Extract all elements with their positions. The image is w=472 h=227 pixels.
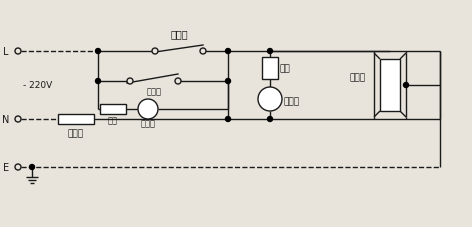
Circle shape xyxy=(15,116,21,122)
Circle shape xyxy=(226,49,230,54)
Circle shape xyxy=(268,117,272,122)
Circle shape xyxy=(95,79,101,84)
Text: 电阻: 电阻 xyxy=(280,64,291,73)
Circle shape xyxy=(127,79,133,85)
Circle shape xyxy=(29,165,34,170)
Text: 指示灯: 指示灯 xyxy=(141,119,155,128)
Text: 电阻: 电阻 xyxy=(108,116,118,125)
Bar xyxy=(100,105,126,114)
Text: 限温器: 限温器 xyxy=(170,29,188,39)
Text: N: N xyxy=(2,114,10,124)
Text: 发热器: 发热器 xyxy=(350,73,366,82)
Circle shape xyxy=(175,79,181,85)
Bar xyxy=(262,58,278,80)
Circle shape xyxy=(15,164,21,170)
Circle shape xyxy=(226,117,230,122)
Text: 调温器: 调温器 xyxy=(146,87,161,96)
Bar xyxy=(380,60,400,111)
Circle shape xyxy=(15,49,21,55)
Circle shape xyxy=(152,49,158,55)
Text: L: L xyxy=(3,47,9,57)
Bar xyxy=(58,114,94,124)
Text: 指小灯: 指小灯 xyxy=(284,97,300,106)
Circle shape xyxy=(268,49,272,54)
Circle shape xyxy=(138,100,158,119)
Circle shape xyxy=(95,49,101,54)
Circle shape xyxy=(226,79,230,84)
Circle shape xyxy=(404,83,408,88)
Text: E: E xyxy=(3,162,9,172)
Circle shape xyxy=(258,88,282,111)
Text: 熔断器: 熔断器 xyxy=(68,129,84,138)
Circle shape xyxy=(200,49,206,55)
Text: - 220V: - 220V xyxy=(23,81,52,90)
